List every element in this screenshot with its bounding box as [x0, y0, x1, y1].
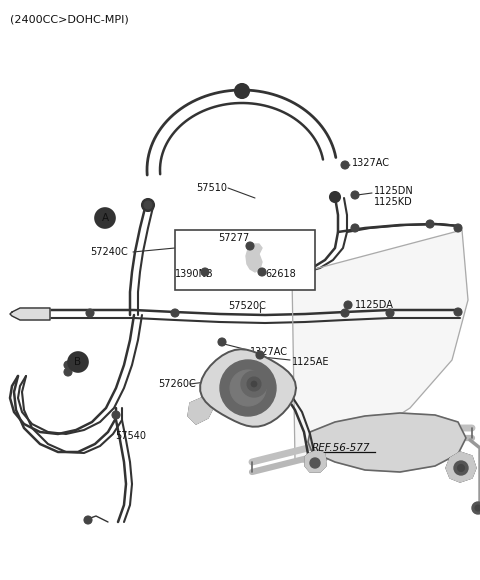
FancyBboxPatch shape	[175, 230, 315, 290]
Text: B: B	[74, 357, 82, 367]
Text: 57520C: 57520C	[228, 301, 266, 311]
Circle shape	[346, 303, 350, 307]
Polygon shape	[10, 308, 50, 320]
Circle shape	[475, 505, 480, 511]
Text: 1390NB: 1390NB	[175, 269, 214, 279]
Circle shape	[66, 363, 70, 367]
Text: 57510: 57510	[196, 183, 227, 193]
Circle shape	[454, 308, 462, 316]
Text: A: A	[101, 213, 108, 223]
Circle shape	[260, 270, 264, 274]
Circle shape	[218, 338, 226, 346]
Circle shape	[457, 465, 465, 472]
Circle shape	[246, 242, 254, 250]
Text: (2400CC>DOHC-MPI): (2400CC>DOHC-MPI)	[10, 14, 129, 24]
Circle shape	[310, 458, 320, 468]
Text: 62618: 62618	[265, 269, 296, 279]
Circle shape	[68, 352, 88, 372]
Text: 1125KD: 1125KD	[374, 197, 413, 207]
Circle shape	[426, 220, 434, 228]
Circle shape	[472, 502, 480, 514]
Circle shape	[248, 244, 252, 248]
Circle shape	[351, 224, 359, 232]
Circle shape	[142, 199, 154, 211]
Circle shape	[230, 370, 266, 406]
Circle shape	[238, 87, 246, 95]
Polygon shape	[308, 413, 466, 472]
Circle shape	[235, 84, 249, 98]
Circle shape	[64, 361, 72, 369]
Text: 57260C: 57260C	[158, 379, 196, 389]
Polygon shape	[200, 349, 296, 427]
Circle shape	[203, 270, 207, 274]
Circle shape	[251, 381, 257, 387]
Text: 1125DN: 1125DN	[374, 186, 414, 196]
Text: 57277: 57277	[218, 233, 249, 243]
Text: 1125AE: 1125AE	[292, 357, 329, 367]
Polygon shape	[246, 244, 262, 272]
Polygon shape	[305, 450, 326, 472]
Circle shape	[344, 301, 352, 309]
Circle shape	[456, 310, 460, 314]
Circle shape	[343, 311, 347, 315]
Circle shape	[343, 163, 347, 167]
Circle shape	[247, 377, 261, 391]
Circle shape	[144, 201, 152, 209]
Circle shape	[241, 371, 267, 397]
Polygon shape	[188, 396, 213, 424]
Circle shape	[171, 309, 179, 317]
Text: 1125DA: 1125DA	[355, 300, 394, 310]
Circle shape	[95, 208, 115, 228]
Circle shape	[146, 203, 150, 207]
Text: 57240C: 57240C	[90, 247, 128, 257]
Circle shape	[258, 353, 262, 357]
Circle shape	[456, 226, 460, 230]
Text: REF.56-577: REF.56-577	[312, 443, 371, 453]
Circle shape	[330, 192, 340, 202]
Circle shape	[220, 340, 224, 344]
Circle shape	[220, 360, 276, 416]
Circle shape	[454, 224, 462, 232]
Circle shape	[88, 311, 92, 315]
Text: 1327AC: 1327AC	[250, 347, 288, 357]
Text: 1327AC: 1327AC	[352, 158, 390, 168]
Circle shape	[112, 411, 120, 419]
Circle shape	[173, 311, 177, 315]
Circle shape	[351, 191, 359, 199]
Circle shape	[256, 351, 264, 359]
Circle shape	[428, 222, 432, 226]
Circle shape	[386, 309, 394, 317]
Circle shape	[258, 268, 266, 276]
Circle shape	[86, 309, 94, 317]
Polygon shape	[292, 230, 468, 465]
Circle shape	[454, 461, 468, 475]
Circle shape	[84, 516, 92, 524]
Circle shape	[341, 309, 349, 317]
Circle shape	[114, 413, 118, 417]
Circle shape	[341, 161, 349, 169]
Circle shape	[353, 193, 357, 197]
Circle shape	[388, 311, 392, 315]
Circle shape	[64, 368, 72, 376]
Circle shape	[353, 226, 357, 230]
Polygon shape	[446, 452, 476, 482]
Text: 57540: 57540	[115, 431, 146, 441]
Circle shape	[201, 268, 209, 276]
Circle shape	[66, 370, 70, 374]
